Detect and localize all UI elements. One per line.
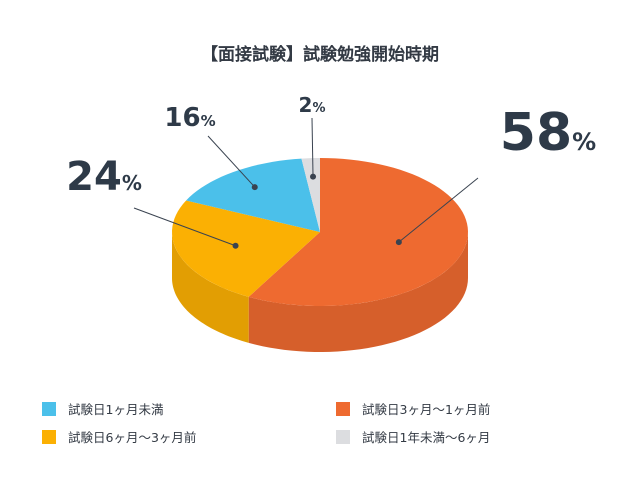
data-label-0: 58% [500, 103, 596, 163]
leader-line-0 [398, 177, 479, 243]
pie-slice-0 [248, 158, 468, 306]
legend-swatch-0 [336, 402, 350, 416]
pie-slice-1 [172, 200, 320, 297]
leader-line-1 [133, 207, 236, 247]
pie-slice-2 [186, 158, 320, 232]
pie-side-1 [172, 232, 249, 343]
data-label-3: 2% [299, 93, 326, 117]
legend-label-3: 試験日1年未満〜6ヶ月 [362, 430, 490, 445]
leader-dot-0 [395, 239, 402, 246]
leader-line-2 [207, 135, 256, 188]
legend-swatch-1 [42, 430, 56, 444]
legend-swatch-2 [42, 402, 56, 416]
data-label-1: 24% [66, 154, 142, 200]
legend-label-2: 試験日1ヶ月未満 [68, 402, 163, 417]
leader-line-3 [311, 117, 314, 177]
pie-side-0 [248, 232, 468, 352]
chart-title: 【面接試験】試験勉強開始時期 [201, 44, 439, 65]
leader-dot-1 [232, 242, 239, 249]
pie-slices [172, 158, 468, 352]
legend-label-1: 試験日6ヶ月〜3ヶ月前 [68, 430, 196, 445]
leader-dot-3 [310, 173, 317, 180]
legend-label-0: 試験日3ヶ月〜1ヶ月前 [362, 402, 490, 417]
data-label-2: 16% [164, 103, 215, 133]
leader-dot-2 [251, 184, 258, 191]
legend-swatch-3 [336, 430, 350, 444]
